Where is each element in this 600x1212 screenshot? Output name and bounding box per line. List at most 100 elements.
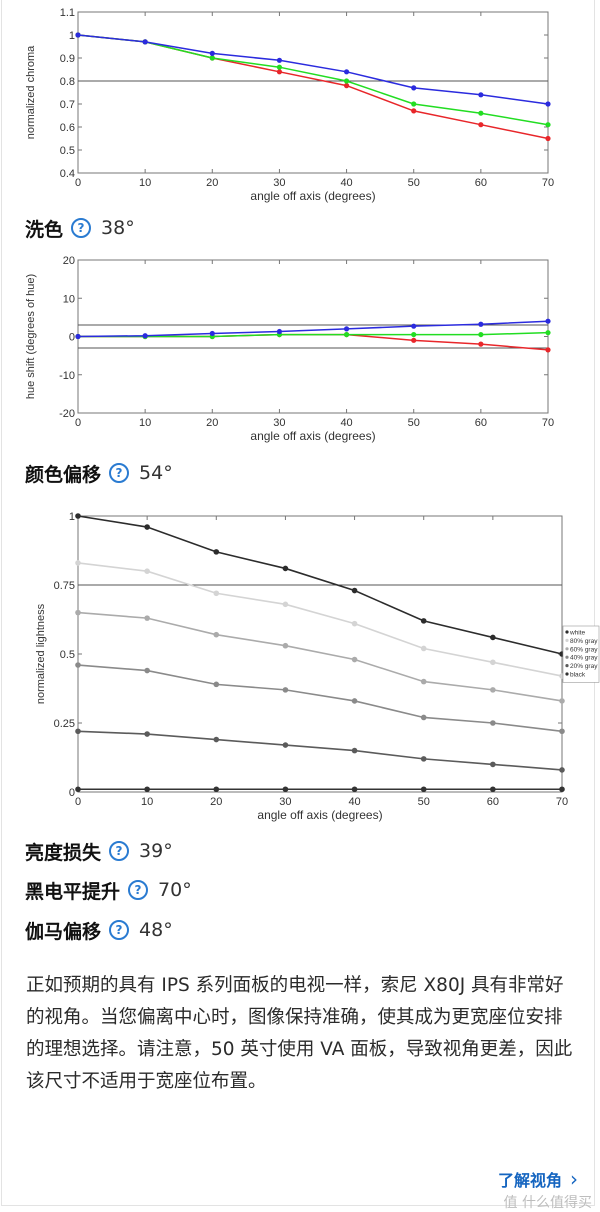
metric-value: 54° bbox=[139, 462, 173, 484]
legend-entry: 40% gray bbox=[570, 655, 598, 662]
x-tick-label: 10 bbox=[139, 417, 151, 429]
data-point bbox=[559, 698, 565, 704]
y-tick-label: 1 bbox=[69, 30, 75, 42]
x-tick-label: 0 bbox=[75, 796, 81, 808]
data-point bbox=[144, 615, 150, 621]
x-tick-label: 70 bbox=[556, 796, 568, 808]
y-tick-label: 10 bbox=[63, 293, 75, 305]
data-point bbox=[420, 678, 427, 685]
data-point bbox=[351, 698, 358, 704]
metric-label: 伽马偏移 bbox=[25, 920, 102, 943]
legend-box bbox=[562, 625, 600, 683]
y-tick-label: 0.4 bbox=[60, 168, 75, 180]
data-point bbox=[411, 323, 417, 329]
data-point bbox=[420, 786, 427, 793]
y-tick-label: 0.75 bbox=[54, 580, 75, 592]
data-point bbox=[144, 731, 150, 737]
data-point bbox=[478, 92, 484, 98]
data-point bbox=[343, 326, 350, 332]
data-point bbox=[545, 101, 551, 107]
data-point bbox=[420, 618, 427, 624]
help-icon[interactable]: ? bbox=[109, 841, 130, 861]
data-point bbox=[144, 667, 150, 674]
data-point bbox=[545, 347, 551, 353]
data-point bbox=[276, 69, 283, 75]
x-tick-label: 10 bbox=[141, 796, 153, 808]
help-icon[interactable]: ? bbox=[109, 920, 130, 940]
plot-area bbox=[77, 11, 549, 174]
learn-more-link[interactable]: 了解视角 › bbox=[498, 1166, 578, 1192]
x-tick-label: 40 bbox=[348, 796, 360, 808]
help-icon[interactable]: ? bbox=[71, 218, 92, 238]
data-point bbox=[276, 328, 283, 335]
metric-label: 亮度损失 bbox=[25, 841, 102, 864]
x-tick-label: 50 bbox=[408, 177, 420, 189]
data-point bbox=[75, 662, 81, 668]
x-tick-label: 20 bbox=[206, 177, 218, 189]
data-point bbox=[478, 331, 484, 338]
hue-shift-chart: -20 -10 0 10 20 0 10 20 30 40 50 60 70 angle off axis… bbox=[25, 255, 554, 443]
metric-label: 洗色 bbox=[25, 218, 64, 241]
data-point bbox=[411, 101, 417, 107]
data-point bbox=[478, 341, 484, 347]
metric-value: 39° bbox=[139, 840, 173, 862]
data-point bbox=[282, 687, 289, 693]
data-point bbox=[209, 330, 215, 337]
data-point bbox=[545, 135, 551, 142]
y-axis-label: normalized lightness bbox=[35, 603, 47, 704]
legend-entry: black bbox=[570, 672, 586, 679]
data-point bbox=[282, 786, 289, 793]
data-point bbox=[282, 642, 289, 649]
data-point bbox=[75, 513, 81, 519]
data-point bbox=[411, 337, 417, 343]
data-point bbox=[144, 786, 150, 793]
data-point bbox=[213, 590, 220, 597]
y-axis-label: normalized chroma bbox=[25, 45, 37, 139]
metric-value: 38° bbox=[101, 217, 135, 239]
series-line bbox=[77, 730, 563, 771]
data-point bbox=[545, 318, 551, 324]
data-point bbox=[411, 85, 417, 91]
metric-washout: 洗色 ? 38° bbox=[25, 214, 135, 242]
data-point bbox=[478, 110, 484, 116]
data-point bbox=[490, 720, 496, 726]
data-point bbox=[351, 587, 358, 594]
data-point bbox=[282, 742, 289, 748]
y-tick-label: 0.9 bbox=[60, 53, 75, 65]
data-point bbox=[75, 32, 81, 38]
data-point bbox=[559, 728, 565, 735]
data-point bbox=[490, 761, 496, 768]
metric-value: 48° bbox=[139, 919, 173, 941]
data-point bbox=[75, 786, 81, 793]
data-point bbox=[75, 609, 81, 616]
data-point bbox=[420, 756, 427, 762]
help-icon[interactable]: ? bbox=[109, 463, 130, 483]
legend-marker bbox=[565, 630, 569, 634]
legend-marker bbox=[565, 638, 569, 642]
data-point bbox=[144, 524, 150, 530]
data-point bbox=[411, 108, 417, 114]
data-point bbox=[545, 330, 551, 336]
series-line bbox=[77, 34, 549, 126]
x-tick-label: 60 bbox=[475, 417, 487, 429]
chevron-right-icon: › bbox=[570, 1167, 578, 1191]
x-tick-label: 20 bbox=[210, 796, 222, 808]
data-point bbox=[559, 786, 565, 793]
metric-black-level-raise: 黑电平提升 ? 70° bbox=[25, 876, 192, 904]
y-tick-label: 0.6 bbox=[60, 122, 75, 134]
y-tick-label: -20 bbox=[59, 408, 75, 420]
data-point bbox=[282, 601, 289, 608]
data-point bbox=[213, 786, 220, 793]
description-paragraph: 正如预期的具有 IPS 系列面板的电视一样，索尼 X80J 具有非常好的视角。当… bbox=[26, 975, 573, 1092]
data-point bbox=[559, 767, 565, 773]
data-point bbox=[75, 333, 81, 340]
data-point bbox=[142, 39, 148, 45]
data-point bbox=[213, 681, 220, 688]
series-line bbox=[78, 331, 549, 338]
x-tick-label: 50 bbox=[408, 417, 420, 429]
series-line bbox=[77, 664, 563, 733]
data-point bbox=[411, 331, 417, 338]
data-point bbox=[490, 659, 496, 666]
series-line bbox=[77, 611, 563, 702]
help-icon[interactable]: ? bbox=[128, 880, 149, 900]
